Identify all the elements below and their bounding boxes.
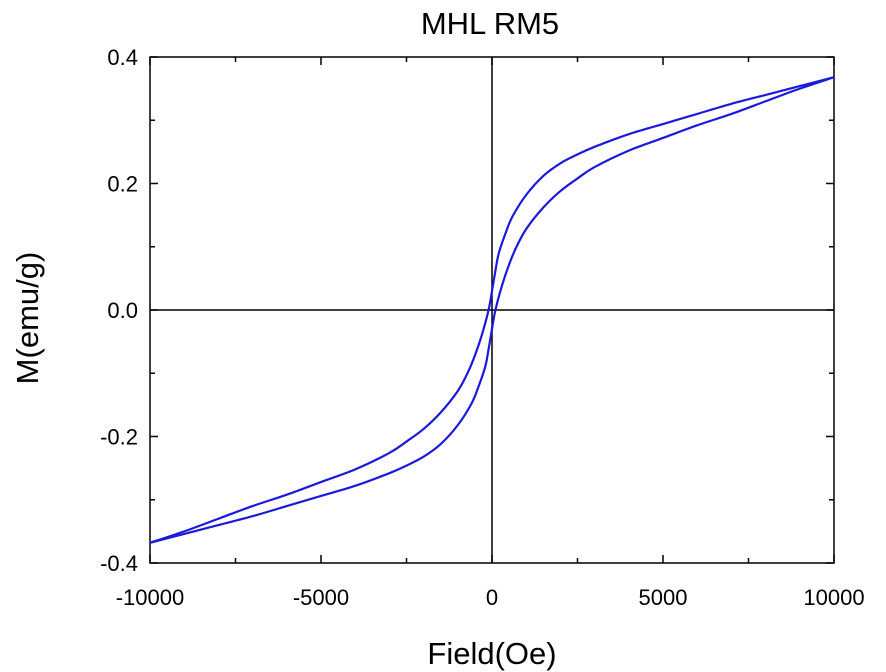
x-tick-label: -10000 [116,585,185,610]
hysteresis-ascending-branch [149,76,835,544]
x-tick-label: -5000 [293,585,349,610]
y-tick-label: -0.4 [100,551,138,576]
chart-title: MHL RM5 [421,6,559,41]
y-tick-label: 0.2 [107,172,138,197]
y-tick-label: 0.4 [107,45,138,70]
y-axis-title: M(emu/g) [10,252,45,385]
data-series [149,76,835,544]
x-tick-label: 5000 [639,585,688,610]
axis-ticks [149,56,835,564]
y-tick-label: -0.2 [100,425,138,450]
hysteresis-descending-branch [149,76,835,544]
zero-lines [150,57,834,563]
axis-tick-labels: -10000 -5000 0 5000 10000 -0.4 -0.2 0.0 0.2 0.4 [100,45,865,610]
x-tick-label: 0 [486,585,498,610]
x-tick-label: 10000 [803,585,864,610]
y-tick-label: 0.0 [107,298,138,323]
x-axis-title: Field(Oe) [427,636,556,671]
